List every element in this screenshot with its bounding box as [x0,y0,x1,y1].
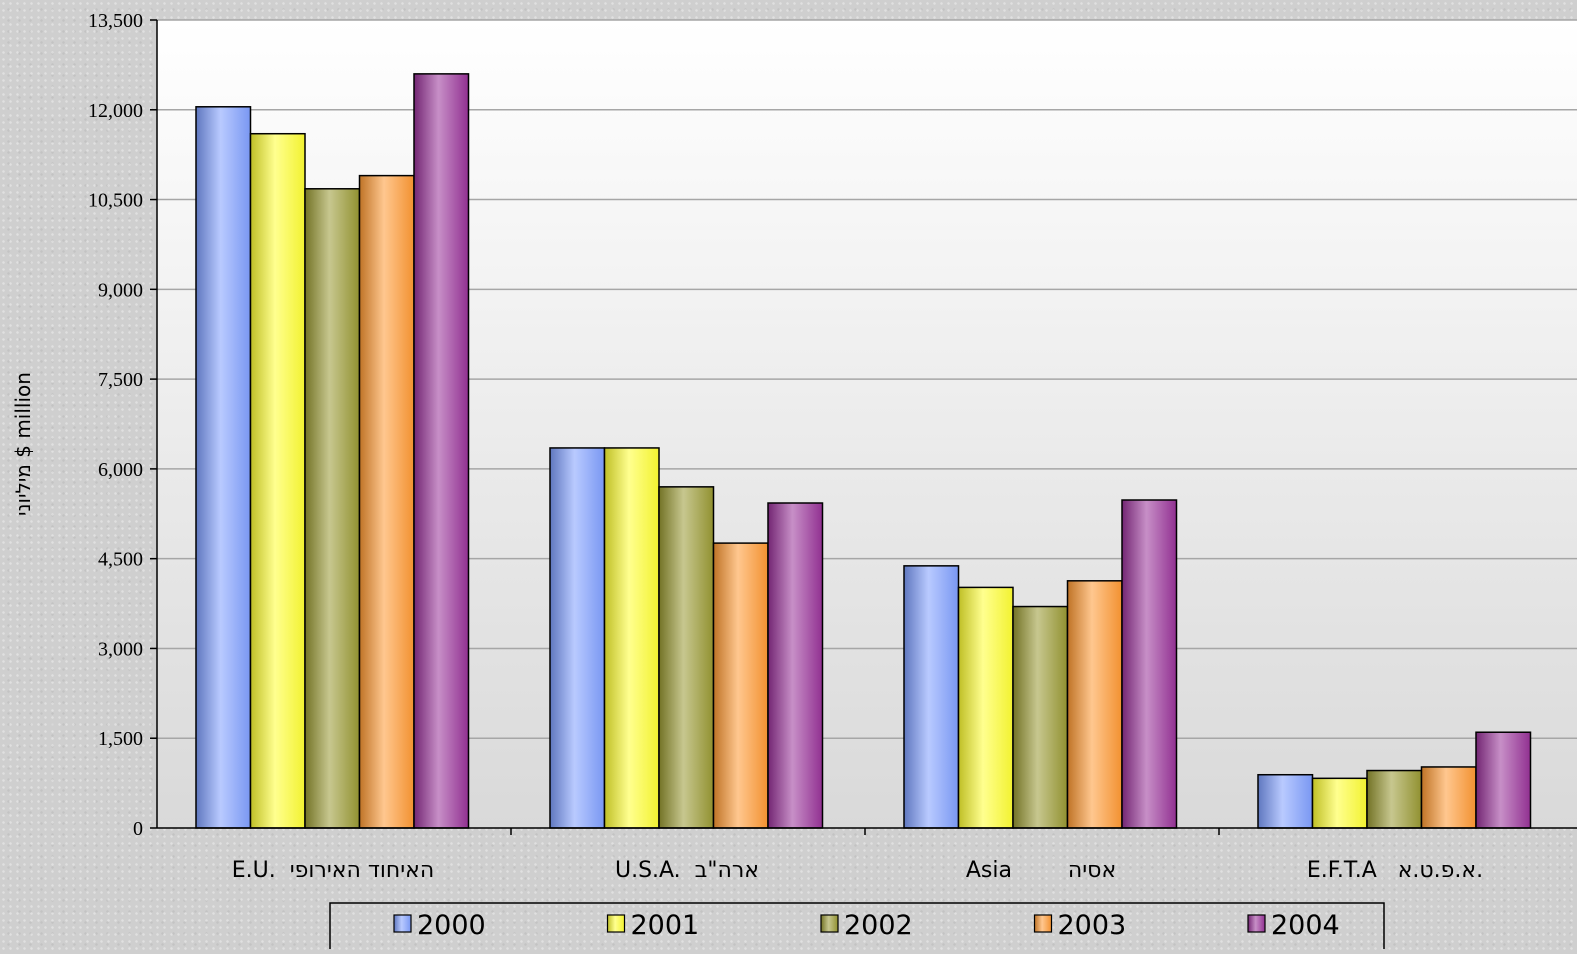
bar-2003-0 [358,174,415,829]
bar-2004-3 [1475,731,1532,829]
y-axis-label: מיליוני $ million [11,372,35,516]
y-tick-label: 6,000 [98,459,143,481]
legend-swatch-2001 [606,914,626,933]
legend-label-2001: 2001 [631,910,700,941]
x-category-label: E.U. האיחוד האירופי [232,858,434,883]
bar-2002-1 [658,486,715,829]
y-tick-label: 12,000 [88,100,143,122]
x-category-label: Asia אסיה [966,858,1116,883]
bar-2001-2 [957,586,1014,829]
bar-2001-0 [249,132,306,829]
y-tick-label: 10,500 [88,190,143,212]
legend-swatch-2002 [820,914,839,933]
legend-label-2002: 2002 [844,910,913,941]
bar-2001-3 [1311,777,1368,829]
legend-swatch-2003 [1033,914,1053,933]
legend-swatch-2000 [393,914,412,933]
y-tick-label: 7,500 [98,369,143,391]
x-category-label: U.S.A. ארה"ב [615,858,759,883]
bar-2002-0 [304,188,361,829]
legend-label-2003: 2003 [1058,910,1127,941]
bar-2001-1 [603,447,660,829]
legend-label-2004: 2004 [1271,910,1340,941]
bar-2003-1 [712,542,769,829]
bar-2004-0 [413,73,470,829]
bar-2000-1 [549,447,606,829]
bar-2004-1 [767,502,824,829]
bar-2000-0 [195,106,252,829]
y-tick-label: 13,500 [88,10,143,32]
bar-2000-3 [1257,773,1314,829]
legend-label-2000: 2000 [417,910,486,941]
y-tick-label: 1,500 [98,728,143,750]
bar-2002-3 [1366,769,1423,829]
x-category-label: E.F.T.A א.פ.ט.א. [1307,858,1483,883]
bar-2003-3 [1420,766,1477,829]
bar-2000-2 [903,565,960,829]
axes: 0 1,500 3,000 4,500 6,000 7,500 9,000 10,500 12,… [88,10,1577,883]
legend-swatch-2004 [1247,914,1266,933]
y-tick-label: 9,000 [98,279,143,301]
y-tick-label: 3,000 [98,638,143,660]
bar-2003-2 [1066,580,1123,829]
legend: 2000 2001 2002 2003 2004 [329,902,1385,952]
y-tick-label: 4,500 [98,549,143,571]
y-tick-label: 0 [133,818,143,840]
bar-2002-2 [1012,605,1069,829]
bars [195,73,1532,829]
bar-2004-2 [1121,499,1178,829]
